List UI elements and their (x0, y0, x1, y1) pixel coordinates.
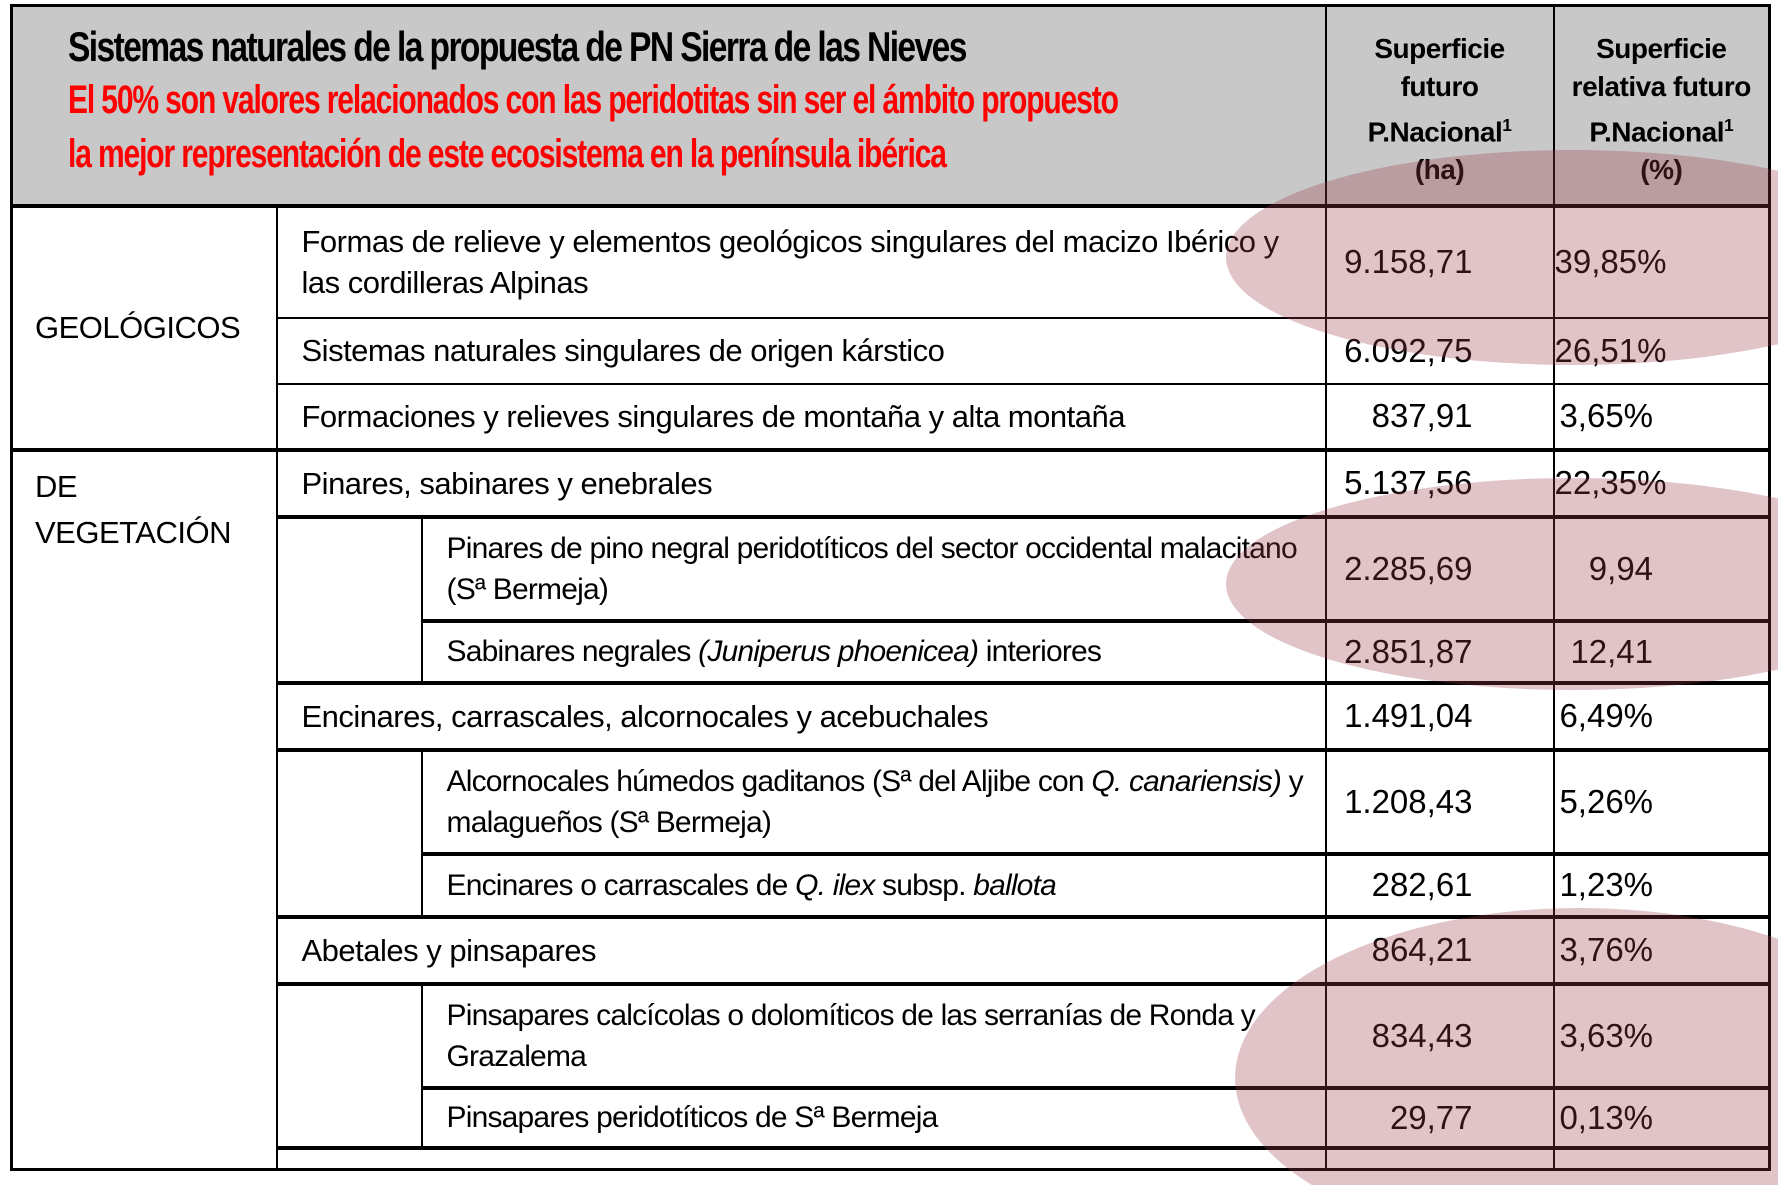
desc-cell: Pinsapares peridotíticos de Sª Bermeja (420, 1086, 1327, 1150)
col-header-pct-line3: P.Nacional1 (1589, 114, 1734, 147)
ha-value: 837,91 (1324, 382, 1555, 452)
col-header-ha-line3: P.Nacional1 (1367, 114, 1512, 147)
row-pinsapares-peridotiticos: Pinsapares peridotíticos de Sª Bermeja 2… (12, 1086, 1771, 1150)
ha-value: 864,21 (1324, 915, 1555, 986)
pct-value: 39,85% (1552, 204, 1771, 319)
page-title: Sistemas naturales de la propuesta de PN… (68, 23, 967, 70)
desc-segment-italic: (Juniperus phoenicea) (698, 635, 979, 668)
ha-value: 834,43 (1324, 982, 1555, 1090)
ha-value: 2.851,87 (1324, 619, 1555, 685)
ha-value: 29,77 (1324, 1086, 1555, 1150)
group-label-geologicos: GEOLÓGICOS (10, 204, 278, 452)
note-line-1: El 50% son valores relacionados con las … (68, 78, 1119, 122)
desc-segment-italic: Q. ilex (795, 868, 875, 902)
desc-segment: y malagueños (Sª Bermeja) (446, 764, 1304, 839)
desc-cell: Encinares, carrascales, alcornocales y a… (275, 681, 1327, 752)
pct-value: 3,63% (1552, 982, 1771, 1090)
desc-cell: Abetales y pinsapares (275, 915, 1327, 986)
desc-cell: Encinares o carrascales de Q. ilex subsp… (420, 852, 1327, 919)
desc-cell: Pinares, sabinares y enebrales (275, 448, 1327, 519)
pct-value: 6,49% (1552, 681, 1771, 752)
desc-segment: Sabinares negrales (446, 635, 699, 668)
col-header-ha-line1: Superficie (1374, 32, 1505, 64)
pct-value: 3,76% (1552, 915, 1771, 986)
row-formaciones-montana: Formaciones y relieves singulares de mon… (12, 382, 1771, 452)
row-pinares-sabinares: DE VEGETACIÓN Pinares, sabinares y enebr… (10, 448, 1771, 1170)
indent-cell (275, 748, 423, 919)
ha-value: 1.208,43 (1324, 748, 1555, 856)
desc-segment: subsp. (874, 868, 974, 902)
ha-value (1324, 1146, 1555, 1170)
pct-value: 1,23% (1552, 852, 1771, 919)
pct-value: 9,94 (1552, 515, 1771, 623)
desc-cell: Formaciones y relieves singulares de mon… (275, 382, 1327, 452)
indent-cell (275, 982, 423, 1150)
desc-cell: Alcornocales húmedos gaditanos (Sª del A… (420, 748, 1327, 856)
row-sabinares-negrales: Sabinares negrales (Juniperus phoenicea)… (12, 619, 1771, 685)
pct-value: 26,51% (1552, 316, 1771, 385)
note-line-2: la mejor representación de este ecosiste… (68, 132, 947, 176)
col-header-ha-line2: futuro (1400, 70, 1479, 102)
desc-cell: Sabinares negrales (Juniperus phoenicea)… (420, 619, 1327, 685)
col-header-ha-unit: (ha) (1414, 153, 1465, 185)
row-encinares-carrascales: Encinares, carrascales, alcornocales y a… (12, 681, 1771, 752)
table-header-row: Sistemas naturales de la propuesta de PN… (10, 4, 1771, 208)
row-pinares-pino-negral: Pinares de pino negral peridotíticos del… (12, 515, 1771, 685)
pct-value (1552, 1146, 1771, 1170)
footnote-marker: 1 (1502, 114, 1512, 135)
desc-cell: Sistemas naturales singulares de origen … (275, 316, 1327, 385)
ha-value: 2.285,69 (1324, 515, 1555, 623)
row-encinares-q-ilex: Encinares o carrascales de Q. ilex subsp… (12, 852, 1771, 919)
col-header-pct-line1: Superficie (1596, 32, 1727, 64)
group-label-vegetacion: DE VEGETACIÓN (10, 448, 278, 1170)
row-pinsapares-calcicolas: Pinsapares calcícolas o dolomíticos de l… (12, 982, 1771, 1150)
desc-segment: interiores (978, 635, 1102, 668)
row-abetales-pinsapares: Abetales y pinsapares 864,21 3,76% (12, 915, 1771, 986)
desc-segment-italic: ballota (973, 868, 1057, 902)
pct-value: 12,41 (1552, 619, 1771, 685)
group-label-vegetacion-line2: VEGETACIÓN (35, 514, 231, 550)
title-block: Sistemas naturales de la propuesta de PN… (10, 4, 1327, 208)
row-formas-relieve: GEOLÓGICOS Formas de relieve y elementos… (10, 204, 1771, 452)
desc-segment: Encinares o carrascales de (446, 868, 796, 902)
ha-value: 9.158,71 (1324, 204, 1555, 319)
desc-cell (275, 1146, 1327, 1170)
row-partial (12, 1146, 1771, 1170)
row-alcornocales-humedos: Alcornocales húmedos gaditanos (Sª del A… (12, 748, 1771, 919)
pct-value: 0,13% (1552, 1086, 1771, 1150)
desc-segment-italic: Q. canariensis) (1091, 764, 1282, 798)
ha-value: 282,61 (1324, 852, 1555, 919)
ha-value: 1.491,04 (1324, 681, 1555, 752)
desc-cell: Pinsapares calcícolas o dolomíticos de l… (420, 982, 1327, 1090)
desc-segment: Alcornocales húmedos gaditanos (Sª del A… (446, 764, 1092, 798)
row-karstico: Sistemas naturales singulares de origen … (12, 316, 1771, 385)
col-header-pct: Superficie relativa futuro P.Nacional1 (… (1552, 4, 1771, 208)
group-label-vegetacion-line1: DE (35, 468, 78, 504)
indent-cell (275, 515, 423, 685)
desc-cell: Pinares de pino negral peridotíticos del… (420, 515, 1327, 623)
pct-value: 3,65% (1552, 382, 1771, 452)
ha-value: 5.137,56 (1324, 448, 1555, 519)
pct-value: 5,26% (1552, 748, 1771, 856)
pct-value: 22,35% (1552, 448, 1771, 519)
natural-systems-table: Sistemas naturales de la propuesta de PN… (10, 4, 1772, 1171)
desc-cell: Formas de relieve y elementos geológicos… (275, 204, 1327, 319)
col-header-pct-unit: (%) (1640, 153, 1683, 185)
col-header-pct-line2: relativa futuro (1571, 70, 1752, 102)
ha-value: 6.092,75 (1324, 316, 1555, 385)
col-header-ha: Superficie futuro P.Nacional1 (ha) (1324, 4, 1555, 208)
footnote-marker: 1 (1723, 114, 1734, 135)
